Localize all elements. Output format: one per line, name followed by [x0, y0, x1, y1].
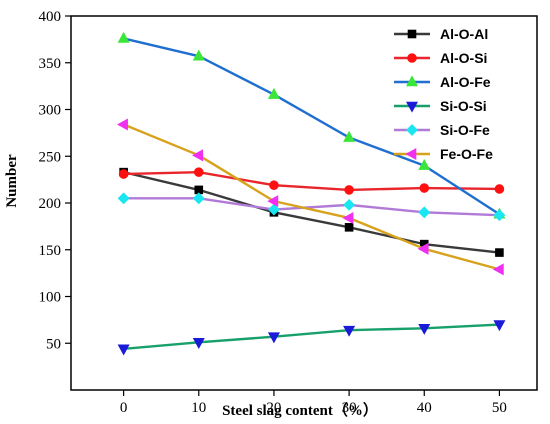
legend-label: Fe-O-Fe: [440, 146, 493, 162]
legend-label: Al-O-Al: [440, 26, 488, 42]
x-tick-label: 30: [342, 400, 357, 416]
data-point: [418, 206, 431, 219]
data-point: [268, 203, 280, 216]
series-si-o-si: [117, 320, 506, 356]
legend-marker: [407, 53, 417, 63]
data-point: [269, 180, 279, 191]
legend-marker: [405, 101, 419, 113]
data-point: [494, 184, 505, 194]
legend-label: Al-O-Si: [440, 50, 487, 66]
data-point: [118, 169, 129, 179]
data-point: [117, 344, 130, 356]
legend-item: Fe-O-Fe: [394, 146, 493, 162]
legend-label: Si-O-Si: [440, 98, 487, 114]
data-point: [417, 242, 429, 255]
legend-label: Al-O-Fe: [440, 74, 491, 90]
legend-item: Si-O-Fe: [394, 122, 490, 138]
legend-marker: [406, 124, 418, 136]
x-tick-label: 10: [191, 400, 206, 416]
data-point: [418, 158, 431, 170]
data-point: [343, 130, 356, 142]
data-point: [495, 248, 504, 257]
series-al-o-si: [118, 167, 505, 195]
data-point: [344, 223, 354, 232]
legend: Al-O-Al Al-O-Si Al-O-Fe Si-O-Si Si-O-Fe Fe-O-…: [394, 26, 493, 162]
y-tick-label: 150: [39, 243, 62, 259]
legend-item: Al-O-Al: [394, 26, 488, 42]
legend-label: Si-O-Fe: [440, 122, 490, 138]
data-point: [192, 192, 205, 205]
x-tick-label: 40: [417, 400, 432, 416]
series-si-o-fe: [117, 192, 506, 222]
legend-marker: [405, 75, 419, 87]
x-tick-label: 20: [266, 400, 281, 416]
legend-item: Al-O-Fe: [394, 74, 491, 90]
data-point: [192, 149, 204, 162]
data-point: [418, 323, 431, 335]
legend-marker: [407, 29, 417, 39]
legend-item: Al-O-Si: [394, 50, 487, 66]
data-point: [493, 209, 506, 222]
x-axis-title: Steel slag content（%）: [222, 401, 378, 419]
y-tick-label: 250: [39, 149, 62, 165]
y-tick-label: 50: [46, 336, 61, 352]
y-tick-label: 200: [39, 196, 62, 212]
series-line: [123, 197, 500, 217]
data-point: [192, 338, 205, 349]
y-axis-title: Number: [4, 154, 20, 208]
data-point: [343, 325, 356, 337]
series-line: [123, 170, 500, 192]
y-tick-label: 100: [39, 290, 62, 306]
data-point: [267, 195, 279, 208]
data-point: [342, 211, 354, 224]
series-line: [123, 323, 500, 351]
y-tick-label: 300: [39, 103, 62, 119]
data-point: [343, 198, 356, 211]
data-point: [192, 49, 205, 61]
legend-marker: [405, 147, 417, 161]
axes: 0 10 20 30 40 50 50 100 150 200 250 300 350 400: [39, 9, 507, 416]
series-fe-o-fe: [116, 118, 504, 276]
x-tick-label: 50: [492, 400, 507, 416]
y-tick-label: 400: [39, 9, 62, 25]
series-layer: [116, 31, 506, 356]
data-point: [419, 183, 430, 193]
data-point: [493, 320, 506, 332]
series-line: [123, 123, 500, 271]
data-point: [267, 332, 280, 344]
data-point: [267, 87, 280, 99]
x-tick-label: 0: [120, 400, 128, 416]
series-line: [123, 170, 500, 254]
series-line: [123, 37, 501, 216]
legend-item: Si-O-Si: [394, 98, 487, 114]
data-point: [492, 263, 504, 276]
data-point: [193, 167, 204, 177]
data-point: [117, 192, 130, 205]
y-tick-label: 350: [39, 56, 62, 72]
data-point: [344, 185, 354, 195]
data-point: [116, 118, 128, 131]
data-point: [117, 31, 130, 43]
